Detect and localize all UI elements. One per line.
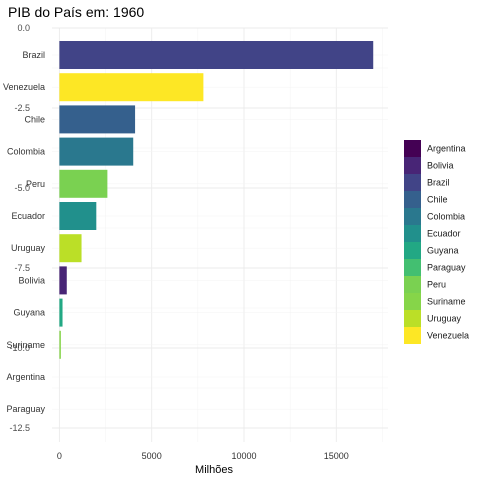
x-axis-ticks: 0 5000 10000 15000	[57, 451, 349, 461]
legend-label: Brazil	[427, 178, 450, 188]
ghost-y-tick-label: -5.0	[14, 183, 30, 193]
legend-key-paraguay	[404, 259, 421, 276]
legend-key-suriname	[404, 293, 421, 310]
bar-suriname	[59, 330, 61, 359]
bar-brazil	[59, 41, 374, 69]
legend-key-colombia	[404, 208, 421, 225]
legend-key-venezuela	[404, 327, 421, 344]
legend-key-ecuador	[404, 225, 421, 242]
x-tick-label: 0	[57, 451, 62, 461]
category-label: Ecuador	[11, 211, 45, 221]
legend-label: Uruguay	[427, 314, 462, 324]
category-label: Colombia	[7, 147, 45, 157]
legend: Argentina Bolivia Brazil Chile Colombia Ecuad…	[404, 140, 469, 344]
legend-label: Venezuela	[427, 331, 469, 341]
category-label: Suriname	[6, 340, 45, 350]
category-label: Venezuela	[3, 82, 45, 92]
ghost-y-ticks: 0.0 -2.5 -5.0 -7.5 -10.0 -12.5	[9, 23, 30, 433]
category-label: Brazil	[22, 50, 45, 60]
legend-key-brazil	[404, 174, 421, 191]
x-axis-title: Milhões	[195, 464, 233, 476]
bar-peru	[59, 169, 108, 198]
legend-label: Ecuador	[427, 229, 461, 239]
category-label: Paraguay	[6, 404, 45, 414]
x-tick-label: 15000	[324, 451, 349, 461]
ghost-y-tick-label: -7.5	[14, 263, 30, 273]
ghost-y-tick-label: 0.0	[17, 23, 30, 33]
legend-label: Bolivia	[427, 161, 454, 171]
category-labels: Brazil Venezuela Chile Colombia Peru Ecuador U…	[3, 50, 46, 414]
legend-label: Argentina	[427, 144, 466, 154]
bar-guyana	[59, 298, 63, 327]
ghost-y-tick-label: -10.0	[9, 343, 30, 353]
bar-venezuela	[59, 73, 204, 102]
legend-label: Colombia	[427, 212, 465, 222]
legend-label: Guyana	[427, 246, 459, 256]
ghost-y-tick-label: -12.5	[9, 423, 30, 433]
legend-key-argentina	[404, 140, 421, 157]
legend-label: Peru	[427, 280, 446, 290]
bar-bolivia	[59, 266, 67, 295]
legend-key-chile	[404, 191, 421, 208]
bars	[59, 41, 374, 359]
legend-key-peru	[404, 276, 421, 293]
category-label: Bolivia	[18, 275, 45, 285]
chart-title: PIB do País em: 1960	[8, 4, 144, 20]
legend-key-uruguay	[404, 310, 421, 327]
legend-key-guyana	[404, 242, 421, 259]
category-label: Guyana	[13, 308, 45, 318]
legend-key-bolivia	[404, 157, 421, 174]
bar-uruguay	[59, 234, 82, 263]
category-label: Argentina	[6, 372, 45, 382]
legend-label: Suriname	[427, 297, 466, 307]
bar-ecuador	[59, 202, 97, 230]
ghost-y-tick-label: -2.5	[14, 103, 30, 113]
x-tick-label: 10000	[231, 451, 256, 461]
category-label: Chile	[24, 114, 45, 124]
category-label: Uruguay	[11, 243, 46, 253]
x-tick-label: 5000	[142, 451, 162, 461]
legend-label: Chile	[427, 195, 448, 205]
legend-label: Paraguay	[427, 263, 466, 273]
bar-chile	[59, 105, 136, 134]
category-label: Peru	[26, 179, 45, 189]
bar-colombia	[59, 137, 134, 166]
